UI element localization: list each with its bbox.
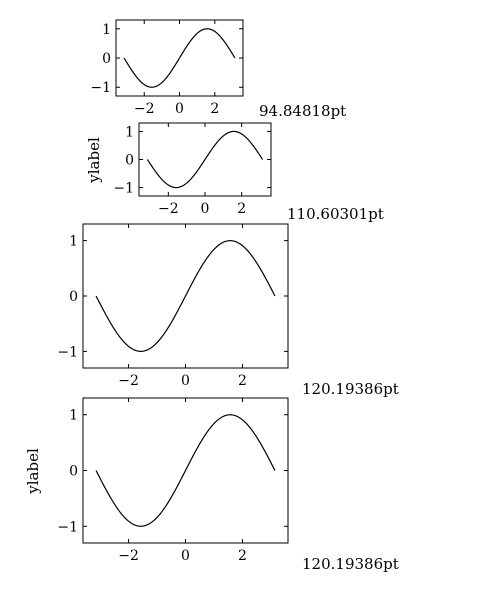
sine-curve — [123, 28, 236, 88]
y-axis-label: ylabel — [24, 448, 42, 495]
x-tick-label: 2 — [238, 548, 247, 564]
y-tick-label: −1 — [57, 519, 78, 535]
y-tick-label: 1 — [69, 408, 78, 424]
chart-3: −2 0 2 −1 0 1 120.19386pt — [57, 223, 399, 398]
chart-2: −2 0 2 −1 0 1 ylabel 110.60301pt — [85, 122, 384, 223]
width-annotation: 110.60301pt — [287, 205, 384, 223]
y-tick-label: −1 — [57, 344, 78, 360]
x-tick-label: 0 — [181, 548, 190, 564]
x-tick-label: 2 — [237, 201, 246, 217]
x-tick-label: 0 — [181, 373, 190, 389]
x-tick-label: 2 — [238, 373, 247, 389]
x-tick-label: 2 — [210, 101, 219, 117]
x-tick-label: −2 — [118, 373, 139, 389]
width-annotation: 120.19386pt — [302, 380, 399, 398]
y-tick-label: −1 — [90, 80, 111, 96]
x-tick-label: 0 — [175, 101, 184, 117]
x-tick-label: −2 — [158, 201, 179, 217]
y-tick-label: −1 — [113, 181, 134, 197]
x-tick-label: −2 — [118, 548, 139, 564]
width-annotation: 120.19386pt — [302, 555, 399, 573]
y-tick-label: 0 — [102, 51, 111, 67]
x-tick-label: 0 — [201, 201, 210, 217]
width-annotation: 94.84818pt — [259, 102, 346, 120]
chart-1: −2 0 2 −1 0 1 94.84818pt — [90, 19, 346, 120]
sine-curve — [95, 240, 276, 352]
y-tick-label: 0 — [69, 289, 78, 305]
x-tick-label: −2 — [134, 101, 155, 117]
y-tick-label: 0 — [69, 464, 78, 480]
chart-4: −2 0 2 −1 0 1 ylabel 120.19386pt — [24, 397, 399, 573]
y-tick-label: 1 — [125, 124, 134, 140]
sine-curve — [95, 414, 276, 527]
y-tick-label: 0 — [125, 153, 134, 169]
y-tick-label: 1 — [102, 22, 111, 38]
y-axis-label: ylabel — [85, 137, 103, 184]
sine-curve — [146, 130, 264, 189]
y-tick-label: 1 — [69, 234, 78, 250]
